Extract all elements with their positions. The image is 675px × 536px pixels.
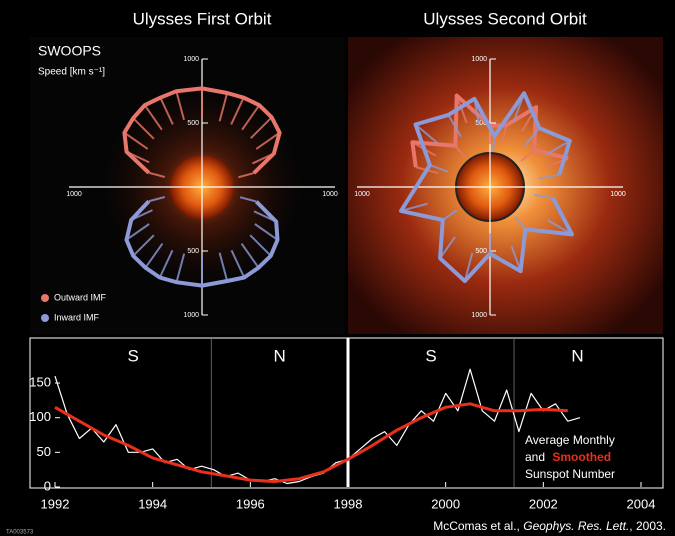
- speed-spike: [148, 196, 166, 203]
- speed-spike: [123, 131, 149, 150]
- speed-spike: [255, 131, 281, 150]
- panel-title: Ulysses Second Orbit: [423, 9, 587, 28]
- y-tick-label: 100: [29, 409, 51, 424]
- speed-spike: [463, 252, 474, 282]
- speed-spike: [240, 242, 260, 269]
- speed-spike: [455, 95, 468, 124]
- speed-spike: [218, 92, 229, 122]
- x-tick-label: 1996: [236, 496, 265, 511]
- speed-spike: [520, 149, 535, 162]
- speed-spike: [253, 210, 277, 223]
- speed-spike: [238, 172, 255, 179]
- speed-spike: [492, 135, 496, 152]
- speed-spike: [533, 193, 554, 200]
- x-tick-label: 2000: [431, 496, 460, 511]
- x-tick-label: 1994: [138, 496, 167, 511]
- speed-trace: [122, 86, 282, 175]
- speed-spike: [447, 114, 462, 138]
- r-tick-label: 1000: [183, 312, 199, 319]
- hemisphere-label: N: [571, 346, 583, 365]
- speed-spike: [442, 209, 458, 221]
- speed-spike: [400, 202, 428, 212]
- speed-trace: [399, 91, 574, 283]
- speed-spike: [132, 234, 155, 257]
- r-tick-label: 500: [187, 248, 199, 255]
- figure-id: TA003573: [6, 530, 34, 536]
- speed-spike: [158, 249, 174, 278]
- speed-spike: [230, 249, 246, 278]
- speed-spike: [132, 117, 155, 140]
- speed-spike: [144, 242, 164, 269]
- r-tick-label: 1000: [322, 191, 338, 198]
- speed-spike: [251, 152, 275, 165]
- speed-spike: [175, 253, 186, 283]
- legend-smoothed: Smoothed: [552, 450, 611, 464]
- r-tick-label: 1000: [610, 191, 626, 198]
- legend-swatch: [41, 314, 49, 322]
- speed-spike: [512, 92, 526, 122]
- legend-line: Average Monthly: [525, 433, 615, 447]
- speed-spike: [546, 219, 573, 236]
- speed-spike: [249, 234, 272, 257]
- speed-spike: [230, 97, 245, 125]
- speed-spike: [241, 104, 261, 131]
- speed-spike: [250, 116, 273, 139]
- r-tick-label: 1000: [471, 56, 487, 63]
- speed-spike: [538, 173, 560, 180]
- speed-spike: [429, 164, 449, 173]
- r-tick-label: 500: [475, 248, 487, 255]
- x-tick-label: 1998: [334, 496, 363, 511]
- speed-spike: [439, 236, 456, 259]
- hemisphere-label: S: [127, 346, 138, 365]
- x-tick-label: 2004: [627, 496, 656, 511]
- speed-spike: [218, 252, 229, 282]
- citation-journal: Geophys. Res. Lett.: [523, 519, 629, 533]
- legend-swatch: [41, 294, 49, 302]
- citation: McComas et al., Geophys. Res. Lett., 200…: [433, 519, 666, 533]
- citation-year: , 2003.: [629, 519, 666, 533]
- legend-line: and Smoothed: [525, 450, 611, 464]
- speed-spike: [414, 123, 439, 144]
- legend-line: Sunspot Number: [525, 467, 615, 481]
- x-tick-label: 1992: [41, 496, 70, 511]
- speed-spike: [159, 97, 174, 125]
- speed-spike: [510, 245, 522, 272]
- r-tick-label: 1000: [354, 191, 370, 198]
- speed-spike: [513, 215, 527, 230]
- speed-spike: [148, 171, 166, 178]
- panel-title: Ulysses First Orbit: [133, 9, 272, 28]
- speed-spike: [126, 150, 150, 164]
- x-tick-label: 2002: [529, 496, 558, 511]
- y-tick-label: 0: [44, 478, 51, 493]
- speed-spike: [239, 196, 257, 203]
- speed-spike: [545, 140, 571, 156]
- r-tick-label: 500: [187, 120, 199, 127]
- instrument-label: SWOOPS: [38, 43, 101, 59]
- y-tick-label: 50: [37, 444, 51, 459]
- hemisphere-label: N: [273, 346, 285, 365]
- r-tick-label: 1000: [183, 56, 199, 63]
- legend-connector: and: [525, 450, 545, 464]
- legend-label: Outward IMF: [54, 292, 107, 302]
- speed-spike: [454, 145, 467, 159]
- hemisphere-label: S: [425, 346, 436, 365]
- speed-spike: [175, 90, 185, 121]
- r-tick-label: 500: [475, 120, 487, 127]
- speed-trace: [124, 199, 280, 288]
- speed-spike: [143, 104, 163, 131]
- speed-spike: [500, 124, 508, 144]
- sunspot-line: [54, 402, 568, 483]
- speed-spike: [125, 223, 150, 241]
- axis-label: Speed [km s⁻¹]: [38, 67, 105, 78]
- speed-spike: [523, 127, 541, 147]
- speed-spike: [130, 209, 153, 221]
- legend-label: Inward IMF: [54, 312, 100, 322]
- citation-authors: McComas et al.,: [433, 519, 523, 533]
- speed-spike: [473, 98, 481, 126]
- r-tick-label: 1000: [471, 312, 487, 319]
- y-tick-label: 150: [29, 374, 51, 389]
- r-tick-label: 1000: [66, 191, 82, 198]
- speed-spike: [254, 223, 279, 241]
